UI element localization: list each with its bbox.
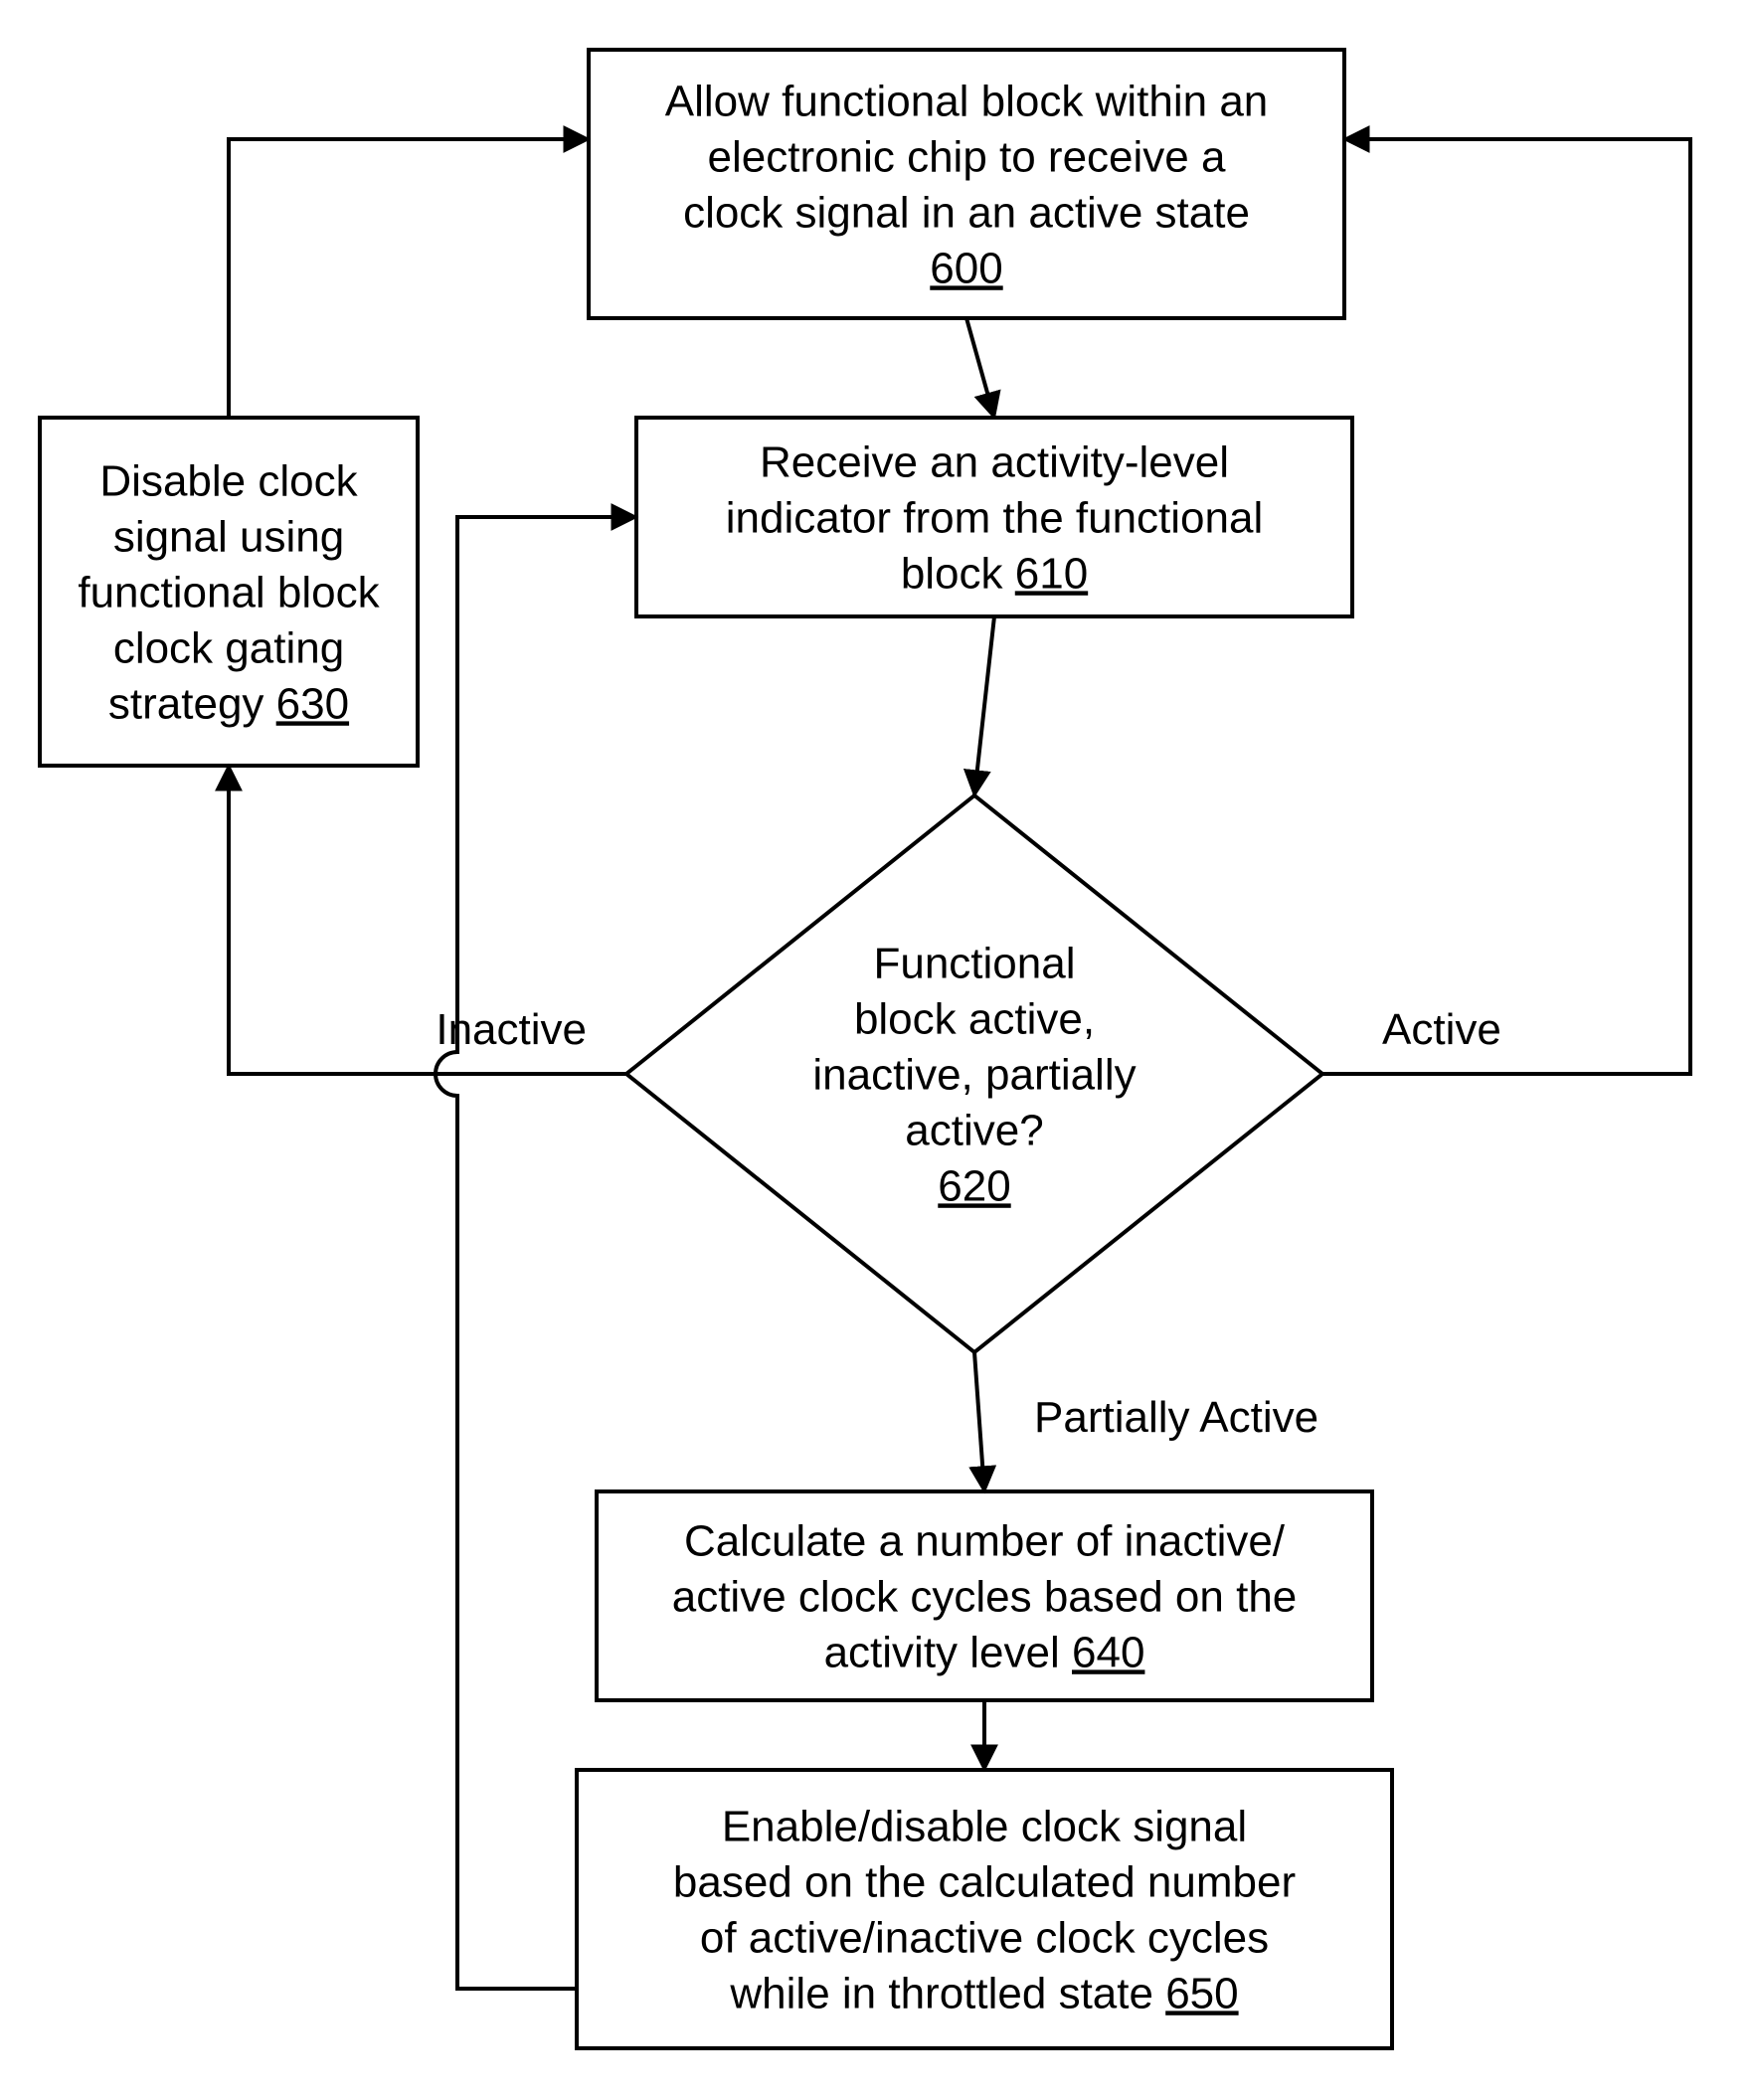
svg-text:Allow functional block within: Allow functional block within anelectron… (665, 77, 1269, 237)
svg-text:620: 620 (938, 1161, 1010, 1210)
svg-text:activity level 640: activity level 640 (824, 1628, 1145, 1676)
edge-620-640 (974, 1352, 984, 1491)
svg-text:Enable/disable clock signalbas: Enable/disable clock signalbased on the … (673, 1802, 1296, 1962)
label-active: Active (1382, 1005, 1501, 1054)
svg-text:Calculate a number of inactive: Calculate a number of inactive/active cl… (672, 1516, 1298, 1621)
text-n650: Enable/disable clock signalbased on the … (673, 1802, 1296, 2017)
svg-text:Functionalblock active,inactiv: Functionalblock active,inactive, partial… (812, 939, 1136, 1154)
label-partially-active: Partially Active (1034, 1393, 1318, 1442)
edge-620-active-600 (1322, 139, 1690, 1074)
text-n640: Calculate a number of inactive/active cl… (672, 1516, 1298, 1676)
svg-text:strategy 630: strategy 630 (108, 679, 349, 728)
edge-630-600 (229, 139, 589, 418)
edge-600-610 (966, 318, 994, 418)
svg-text:600: 600 (930, 244, 1002, 292)
svg-text:Receive an activity-levelindic: Receive an activity-levelindicator from … (726, 438, 1264, 542)
text-n630: Disable clocksignal usingfunctional bloc… (78, 456, 380, 728)
edge-610-620 (974, 616, 994, 795)
text-n610: Receive an activity-levelindicator from … (726, 438, 1264, 598)
svg-text:block 610: block 610 (901, 549, 1088, 598)
text-n600: Allow functional block within anelectron… (665, 77, 1269, 292)
text-n620: Functionalblock active,inactive, partial… (812, 939, 1136, 1210)
svg-text:Disable clocksignal usingfunct: Disable clocksignal usingfunctional bloc… (78, 456, 380, 672)
svg-text:while in throttled state 650: while in throttled state 650 (729, 1969, 1238, 2017)
